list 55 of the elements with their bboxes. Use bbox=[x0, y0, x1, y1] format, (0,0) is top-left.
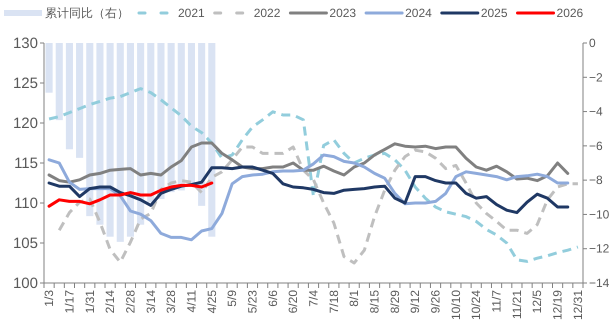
legend-label: 2024 bbox=[405, 6, 432, 20]
x-tick-label: 12/5 bbox=[530, 290, 544, 314]
y-tick-label: 115 bbox=[14, 155, 38, 172]
x-tick-label: 4/25 bbox=[204, 290, 219, 314]
legend-label: 2025 bbox=[480, 6, 508, 20]
line-series bbox=[48, 166, 570, 214]
y-tick-label: 120 bbox=[12, 115, 38, 132]
x-tick-label: 6/6 bbox=[266, 290, 280, 307]
y-tick-label: 130 bbox=[12, 35, 38, 52]
y2-tick-label: 0 bbox=[589, 36, 596, 50]
x-tick-label: 1/31 bbox=[82, 290, 97, 314]
y2-tick-label: −8 bbox=[589, 173, 604, 188]
y2-tick-label: −2 bbox=[589, 70, 604, 84]
y2-tick-label: −6 bbox=[589, 138, 604, 153]
line-series bbox=[48, 154, 570, 242]
line-series bbox=[48, 87, 580, 263]
x-tick-label: 2/28 bbox=[123, 290, 138, 314]
x-tick-label: 1/3 bbox=[42, 290, 56, 307]
legend-label: 2026 bbox=[556, 6, 584, 20]
x-tick-label: 9/12 bbox=[408, 290, 422, 314]
x-tick-label: 11/7 bbox=[490, 290, 504, 312]
y2-tick-label: −12 bbox=[589, 242, 610, 256]
y-tick-label: 105 bbox=[12, 235, 38, 252]
x-tick-label: 12/19 bbox=[550, 290, 565, 320]
x-tick-label: 1/17 bbox=[62, 290, 76, 314]
line-series bbox=[58, 146, 580, 264]
legend-label: 2021 bbox=[178, 6, 206, 20]
x-tick-label: 7/18 bbox=[326, 290, 341, 314]
x-tick-label: 11/21 bbox=[510, 290, 524, 320]
y2-tick-label: −14 bbox=[589, 276, 610, 290]
x-tick-label: 8/15 bbox=[368, 290, 382, 314]
y2-tick-label: −10 bbox=[589, 207, 610, 222]
x-tick-label: 7/4 bbox=[306, 290, 320, 307]
legend-label: 2023 bbox=[329, 6, 356, 20]
x-tick-label: 3/28 bbox=[164, 290, 178, 314]
x-tick-label: 4/11 bbox=[184, 290, 198, 312]
x-tick-label: 9/26 bbox=[428, 290, 443, 314]
x-tick-label: 3/14 bbox=[144, 290, 158, 314]
x-tick-label: 6/20 bbox=[286, 290, 300, 314]
x-tick-label: 12/31 bbox=[570, 290, 585, 320]
legend-label: 2022 bbox=[254, 6, 281, 20]
y-tick-label: 125 bbox=[12, 75, 38, 92]
x-tick-label: 10/24 bbox=[469, 290, 484, 320]
x-tick-label: 2/14 bbox=[103, 290, 118, 314]
line-series bbox=[48, 142, 570, 184]
line-series bbox=[48, 182, 214, 208]
x-tick-label: 5/23 bbox=[245, 290, 260, 314]
x-tick-label: 8/29 bbox=[388, 290, 402, 314]
y-tick-label: 110 bbox=[14, 195, 38, 212]
x-tick-label: 5/9 bbox=[225, 290, 240, 307]
y-tick-label: 100 bbox=[12, 275, 38, 292]
y2-tick-label: −4 bbox=[589, 104, 604, 119]
x-tick-label: 8/1 bbox=[347, 290, 362, 307]
legend-label: 累计同比（右） bbox=[45, 6, 129, 20]
x-tick-label: 10/10 bbox=[448, 290, 463, 320]
